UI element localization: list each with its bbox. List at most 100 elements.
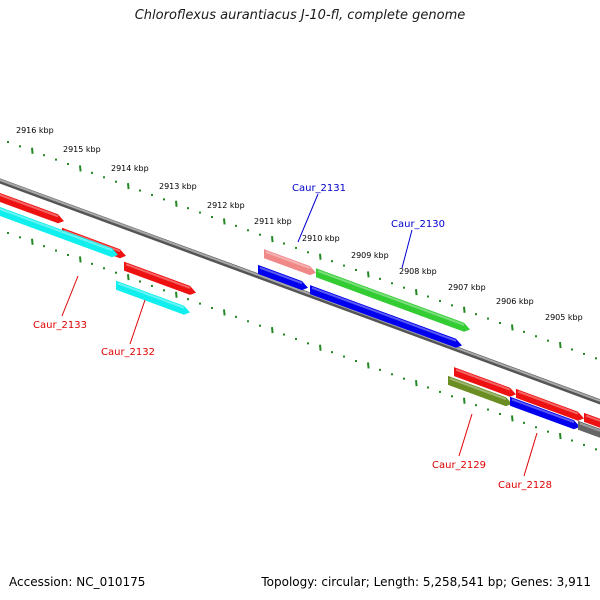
inner-tick-minor-tick [139,280,141,283]
outer-tick-minor-tick [283,242,285,245]
inner-tick-major-tick [223,309,226,316]
gene-arrow-red-1-sheen [0,193,59,218]
outer-tick-major-tick [79,165,82,172]
inner-tick-minor-tick [391,373,393,376]
inner-tick-minor-tick [211,307,213,310]
kbp-label: 2913 kbp [159,182,197,191]
inner-tick-minor-tick [103,267,105,270]
inner-tick-minor-tick [259,324,261,327]
outer-tick-minor-tick [535,335,537,338]
genes-layer [0,193,600,438]
gene-arrow-blue-1-sheen [259,266,303,285]
outer-tick-minor-tick [403,286,405,289]
gene-label: Caur_2131 [292,183,346,194]
gene-label: Caur_2129 [432,460,486,471]
inner-tick-minor-tick [499,413,501,415]
gene-arrow-cyan-2 [116,280,190,315]
leader-lines [61,193,538,477]
outer-tick-minor-tick [475,313,477,316]
gene-arrow-red-6-sheen [585,414,600,422]
kbp-label: 2916 kbp [16,126,54,135]
outer-tick-major-tick [31,147,34,154]
inner-tick-minor-tick [523,421,525,424]
outer-tick-minor-tick [151,193,153,196]
outer-tick-major-tick [127,183,130,190]
gene-arrow-red-4-sheen [455,368,511,391]
gene-arrow-caur-2130 [316,268,470,332]
inner-tick-minor-tick [427,386,429,389]
inner-tick-minor-tick [295,337,297,340]
outer-tick-minor-tick [91,171,93,174]
gene-label-leader [297,193,319,243]
inner-tick-minor-tick [151,284,153,287]
outer-tick-major-tick [367,271,370,278]
outer-tick-minor-tick [235,224,237,227]
outer-tick-minor-tick [139,189,141,192]
outer-tick-minor-tick [247,229,249,232]
outer-tick-minor-tick [451,304,453,307]
kbp-label: 2910 kbp [302,234,340,243]
outer-tick-major-tick [319,253,322,260]
inner-tick-major-tick [79,256,82,263]
outer-tick-minor-tick [307,251,309,254]
inner-tick-major-tick [415,379,418,387]
kbp-label: 2914 kbp [111,164,149,173]
inner-tick-major-tick [559,432,562,440]
gene-arrow-red-5-sheen [517,390,579,415]
inner-tick-major-tick [511,415,514,422]
outer-tick-minor-tick [187,207,189,210]
kbp-label: 2905 kbp [545,313,583,322]
outer-tick-major-tick [463,306,466,313]
inner-tick-minor-tick [403,377,405,380]
gene-label-leader [61,275,79,317]
outer-tick-minor-tick [43,154,45,157]
gene-label-leader [129,299,146,345]
inner-tick-minor-tick [7,231,9,234]
inner-tick-minor-tick [547,430,549,433]
outer-tick-minor-tick [331,260,333,263]
outer-tick-minor-tick [19,145,21,148]
outer-tick-minor-tick [343,264,345,267]
outer-tick-minor-tick [583,352,585,355]
inner-tick-minor-tick [307,342,309,345]
gene-arrow-cyan-1-sheen [0,207,113,252]
genome-backbone-highlight [0,178,600,402]
tick-layer [7,140,597,451]
kbp-label: 2906 kbp [496,297,534,306]
kbp-label: 2907 kbp [448,283,486,292]
gene-arrow-red-3 [124,261,196,295]
kbp-label: 2908 kbp [399,267,437,276]
outer-tick-major-tick [511,324,514,331]
outer-tick-minor-tick [67,163,69,166]
inner-tick-minor-tick [283,333,285,336]
gene-arrow-red-6 [584,412,600,428]
outer-tick-minor-tick [7,140,9,143]
gene-arrow-red-1 [0,193,64,224]
outer-tick-major-tick [559,341,562,349]
gene-arrow-blue-2 [310,285,462,348]
inner-tick-minor-tick [247,320,249,323]
outer-tick-major-tick [175,200,178,207]
inner-tick-minor-tick [487,408,489,411]
inner-tick-major-tick [367,362,370,369]
outer-tick-minor-tick [487,317,489,320]
genome-stats-text: Topology: circular; Length: 5,258,541 bp… [261,575,591,589]
gene-arrow-blue-1 [258,264,308,291]
inner-tick-major-tick [463,397,466,404]
outer-tick-major-tick [415,288,418,296]
backbone-layer [0,178,600,405]
outer-tick-minor-tick [55,158,57,161]
inner-tick-minor-tick [91,262,93,265]
inner-tick-minor-tick [235,315,237,318]
outer-tick-minor-tick [211,216,213,219]
outer-tick-minor-tick [571,348,573,351]
outer-tick-minor-tick [295,246,297,249]
outer-tick-minor-tick [439,299,441,302]
gene-label-leader [523,432,538,477]
inner-tick-minor-tick [199,302,201,305]
outer-tick-minor-tick [103,176,105,179]
inner-tick-minor-tick [163,289,165,292]
gene-label-leader [458,413,473,457]
gene-arrow-caur-2131 [264,249,316,276]
